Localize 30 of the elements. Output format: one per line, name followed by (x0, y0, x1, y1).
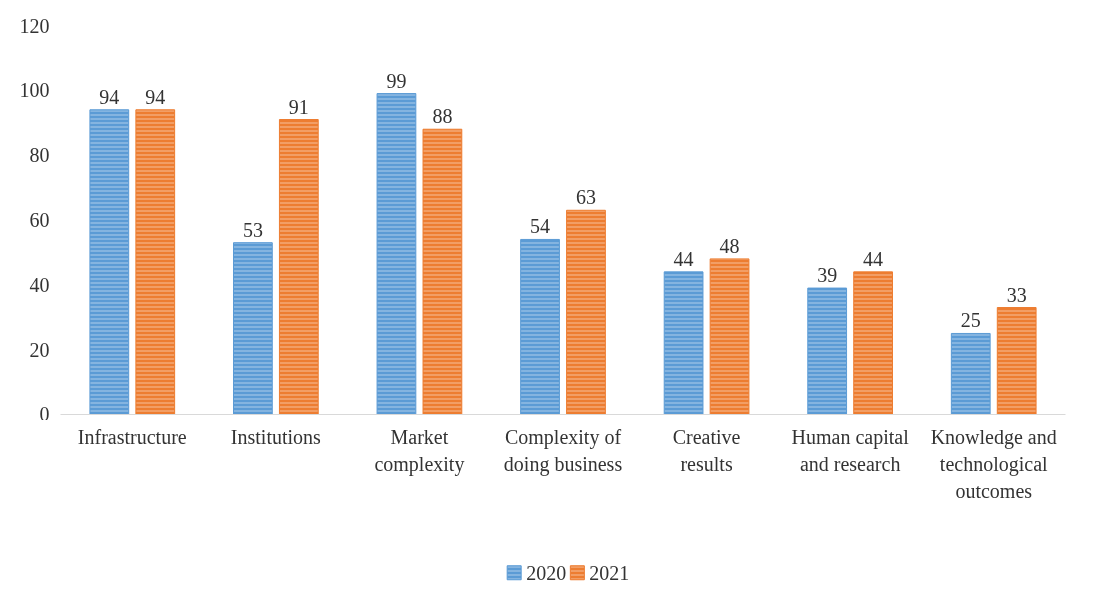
y-tick-label: 20 (29, 338, 50, 361)
data-label: 63 (575, 186, 596, 209)
x-tick-label: Human capital and research (791, 425, 910, 475)
x-tick-label: Market complexity (374, 425, 465, 476)
data-label: 25 (960, 309, 981, 332)
data-label: 48 (719, 234, 740, 257)
data-label: 94 (145, 85, 166, 108)
y-tick-label: 60 (29, 209, 50, 231)
data-label: 39 (817, 264, 838, 287)
y-tick-label: 120 (19, 14, 50, 37)
data-label: 53 (242, 218, 263, 241)
data-label: 88 (432, 105, 453, 128)
x-tick-label: Complexity of doing business (503, 425, 623, 476)
data-label: 44 (863, 247, 884, 270)
x-tick-label: Institutions (230, 425, 322, 448)
y-tick-label: 0 (39, 402, 50, 425)
legend-label: 2021 (589, 561, 630, 584)
data-label: 44 (673, 247, 694, 270)
legend-label: 2020 (526, 561, 567, 584)
data-label: 94 (99, 85, 120, 108)
data-label: 33 (1006, 283, 1027, 306)
data-label: 99 (386, 69, 407, 92)
data-label: 54 (530, 215, 551, 238)
y-tick-label: 40 (29, 273, 50, 296)
y-tick-label: 80 (29, 144, 50, 167)
x-tick-label: Knowledge and technological outcomes (930, 425, 1057, 502)
data-label: 91 (288, 95, 309, 118)
x-tick-label: Infrastructure (77, 425, 187, 448)
x-tick-label: Creative results (672, 425, 741, 475)
y-tick-label: 100 (19, 79, 50, 102)
